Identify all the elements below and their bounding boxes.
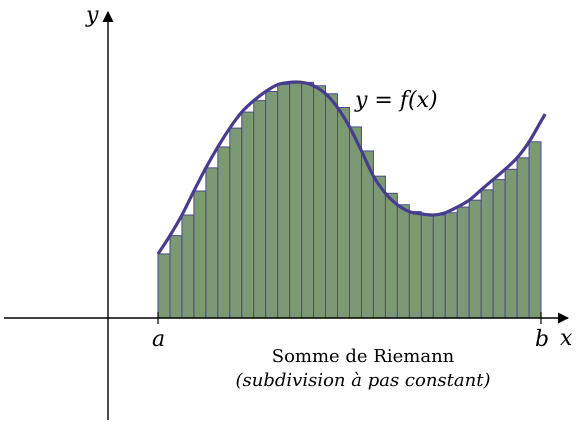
riemann-rectangle	[230, 128, 242, 318]
riemann-rectangles	[158, 82, 541, 318]
riemann-rectangle	[457, 207, 469, 318]
curve-label: y = f(x)	[354, 88, 438, 113]
riemann-rectangle	[194, 191, 206, 318]
riemann-rectangle	[385, 193, 397, 318]
riemann-rectangle	[302, 82, 314, 318]
riemann-rectangle	[373, 176, 385, 318]
riemann-rectangle	[170, 236, 182, 318]
caption-subtitle: (subdivision à pas constant)	[236, 370, 491, 391]
riemann-rectangle	[182, 215, 194, 318]
riemann-rectangle	[158, 254, 170, 318]
riemann-rectangle	[350, 127, 362, 318]
riemann-rectangle	[445, 213, 457, 318]
riemann-rectangle	[481, 190, 493, 318]
riemann-rectangle	[409, 212, 421, 318]
riemann-rectangle	[254, 101, 266, 318]
riemann-rectangle	[266, 91, 278, 318]
riemann-rectangle	[290, 82, 302, 318]
caption-title: Somme de Riemann	[272, 346, 455, 367]
riemann-rectangle	[206, 168, 218, 318]
riemann-rectangle	[314, 86, 326, 318]
riemann-rectangle	[493, 180, 505, 318]
x-axis-label: x	[560, 326, 573, 351]
riemann-rectangle	[505, 169, 517, 318]
riemann-rectangle	[338, 108, 350, 318]
left-bound-label: a	[152, 327, 165, 352]
riemann-rectangle	[278, 85, 290, 318]
riemann-rectangle	[218, 147, 230, 318]
y-axis-label: y	[85, 3, 99, 28]
riemann-rectangle	[326, 94, 338, 318]
riemann-rectangle	[242, 112, 254, 318]
riemann-rectangle	[397, 205, 409, 318]
riemann-rectangle	[433, 215, 445, 318]
riemann-rectangle	[469, 200, 481, 318]
riemann-rectangle	[517, 158, 529, 318]
riemann-rectangle	[529, 142, 541, 318]
right-bound-label: b	[535, 327, 549, 352]
riemann-rectangle	[421, 214, 433, 318]
